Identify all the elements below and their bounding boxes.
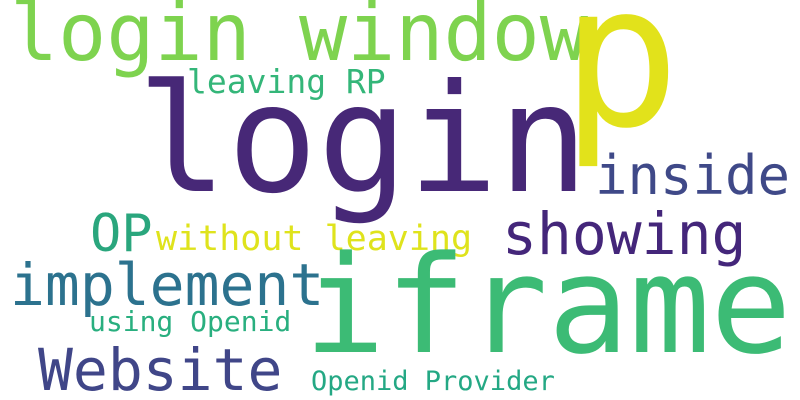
- word-showing: showing: [502, 200, 747, 268]
- word-implement: implement: [10, 251, 325, 319]
- word-leaving-rp: leaving RP: [187, 62, 386, 101]
- word-login-window: login window: [10, 0, 588, 79]
- word-website: Website: [38, 336, 283, 400]
- word-p: p: [561, 0, 681, 172]
- word-openid-provider: Openid Provider: [311, 366, 555, 397]
- word-without-leaving: without leaving: [156, 219, 473, 259]
- word-op: OP: [90, 204, 153, 264]
- word-inside: inside: [595, 144, 791, 207]
- word-login: login: [137, 53, 589, 227]
- word-using-openid: using Openid: [89, 305, 292, 338]
- word-iframe: iframe: [304, 227, 792, 384]
